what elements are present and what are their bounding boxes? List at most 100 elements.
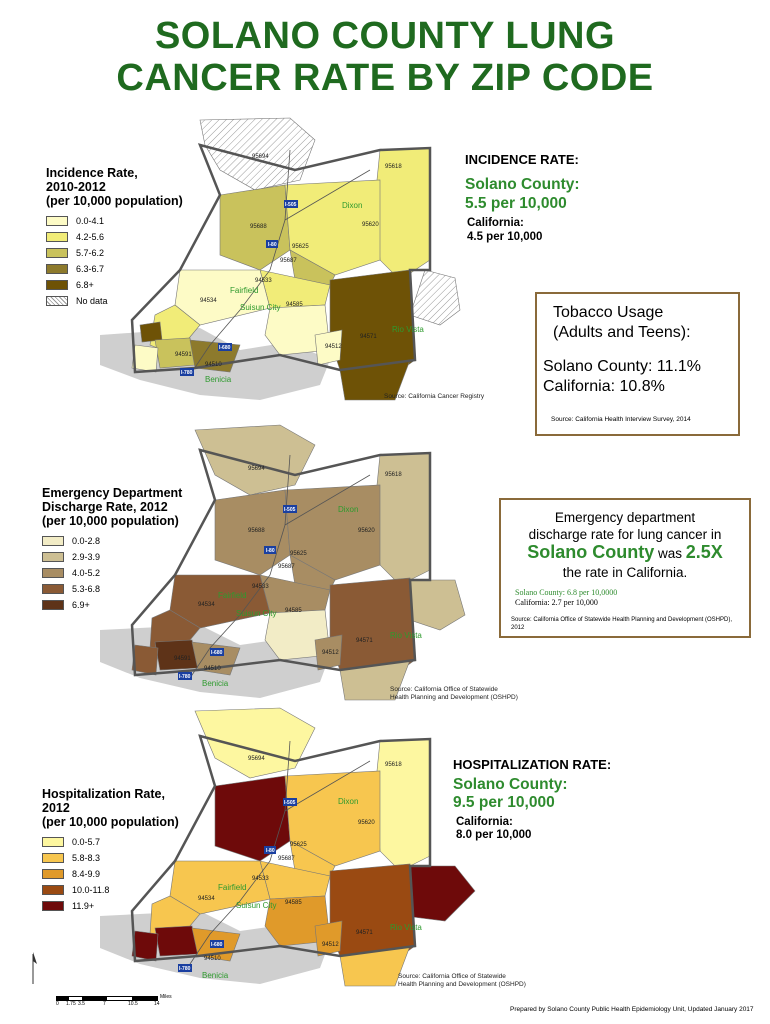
emergency-legend-title-line-2: Discharge Rate, 2012 [42, 500, 168, 514]
incidence-legend-swatch [46, 231, 68, 242]
hospitalization-legend-swatch [42, 852, 64, 863]
zip-label-94533: 94533 [252, 584, 269, 590]
city-label-fairfield: Fairfield [230, 286, 258, 295]
emergency-box-multiplier: 2.5X [685, 542, 723, 562]
zip-label-95694: 95694 [248, 466, 265, 472]
zip-label-94512: 94512 [322, 942, 339, 948]
city-label-fairfield: Fairfield [218, 591, 246, 600]
hospitalization-legend-label: 8.4-9.9 [72, 868, 101, 879]
tobacco-title-1: Tobacco Usage [553, 304, 664, 321]
tobacco-title-2: (Adults and Teens): [553, 324, 691, 341]
hospitalization-legend-label: 11.9+ [72, 900, 95, 911]
scale-tick-3: 7 [103, 1001, 106, 1007]
hospitalization-county-value: 9.5 per 10,000 [453, 794, 555, 811]
city-label-rio-vista: Rio Vista [390, 631, 422, 640]
incidence-legend-items: 0.0-4.1 4.2-5.6 5.7-6.2 6.3-6.7 6.8+ No data [46, 214, 183, 307]
i505-shield-label: I-505 [285, 202, 297, 208]
i505-shield-icon [284, 200, 298, 208]
emergency-box-county-value: Solano County: 6.8 per 10,0000 [515, 588, 618, 597]
hospitalization-county-label: Solano County: [453, 776, 568, 793]
zip-label-95618: 95618 [385, 762, 402, 768]
hospitalization-ca-label: California: [456, 816, 513, 828]
zip-95618-area [374, 147, 431, 281]
zip-label-95687: 95687 [278, 856, 295, 862]
zip-label-94585: 94585 [285, 900, 302, 906]
incidence-legend-label: 5.7-6.2 [76, 247, 105, 258]
zip-label-95620: 95620 [358, 528, 375, 534]
zip-label-94510: 94510 [205, 362, 222, 368]
zip-label-95620: 95620 [358, 820, 375, 826]
zip-94512-area [314, 634, 343, 671]
zip-94512-area [314, 920, 343, 957]
emergency-legend-swatch [42, 551, 64, 562]
zip-label-94510: 94510 [204, 956, 221, 962]
i505-shield-icon [283, 505, 297, 513]
i80-shield-icon [264, 546, 276, 554]
i780-shield-label: I-780 [179, 966, 191, 972]
city-label-dixon: Dixon [342, 201, 362, 210]
zip-95618-area [374, 738, 431, 872]
i780-shield-label: I-780 [181, 370, 193, 376]
i680-shield-label: I-680 [211, 942, 223, 948]
i505-shield-label: I-505 [284, 800, 296, 806]
hospitalization-legend-label: 0.0-5.7 [72, 836, 101, 847]
emergency-legend-label: 4.0-5.2 [72, 567, 101, 578]
zip-95620-area [284, 179, 381, 276]
city-label-benicia: Benicia [202, 679, 229, 688]
zip-label-95687: 95687 [278, 564, 295, 570]
incidence-legend-title-line-1: Incidence Rate, [46, 166, 138, 180]
emergency-legend-title-line-1: Emergency Department [42, 486, 183, 500]
zip-label-95694: 95694 [248, 756, 265, 762]
emergency-legend-row: 6.9+ [42, 598, 182, 611]
emergency-legend-row: 4.0-5.2 [42, 566, 182, 579]
emergency-box-was: was [654, 546, 686, 561]
zip-94591-area [154, 925, 199, 957]
emergency-legend-swatch [42, 599, 64, 610]
incidence-legend-row: No data [46, 294, 183, 307]
zip-95694-area [194, 424, 316, 496]
i505-shield-label: I-505 [284, 507, 296, 513]
hospitalization-legend-row: 8.4-9.9 [42, 867, 179, 880]
hospitalization-legend-row: 10.0-11.8 [42, 883, 179, 896]
east-area [409, 579, 466, 631]
emergency-legend-label: 0.0-2.8 [72, 535, 101, 546]
incidence-legend-row: 0.0-4.1 [46, 214, 183, 227]
zip-label-94571: 94571 [356, 930, 373, 936]
emergency-legend-title-line-3: (per 10,000 population) [42, 514, 179, 528]
zip-label-94533: 94533 [252, 876, 269, 882]
i80-shield-label: I-80 [266, 848, 275, 854]
i680-shield-icon [210, 648, 224, 656]
hospitalization-legend: Hospitalization Rate, 2012 (per 10,000 p… [42, 787, 179, 915]
emergency-legend-swatch [42, 583, 64, 594]
emergency-legend: Emergency Department Discharge Rate, 201… [42, 486, 182, 614]
incidence-legend: Incidence Rate, 2010-2012 (per 10,000 po… [46, 166, 183, 310]
hospitalization-map: 95694 95618 95620 95625 95687 94533 9458… [100, 707, 476, 987]
hospitalization-legend-title: Hospitalization Rate, 2012 (per 10,000 p… [42, 787, 179, 829]
i780-shield-label: I-780 [179, 674, 191, 680]
emergency-legend-swatch [42, 567, 64, 578]
zip-label-94534: 94534 [198, 896, 215, 902]
i780-shield-icon [180, 368, 194, 376]
zip-label-95618: 95618 [385, 164, 402, 170]
i780-shield-icon [178, 964, 192, 972]
incidence-legend-label: No data [76, 295, 108, 306]
i680-shield-icon [218, 343, 232, 351]
incidence-county-value: 5.5 per 10,000 [465, 195, 567, 212]
scale-tick-5: 14 [154, 1001, 160, 1007]
hospitalization-legend-items: 0.0-5.7 5.8-8.3 8.4-9.9 10.0-11.8 11.9+ [42, 835, 179, 912]
zip-label-94585: 94585 [286, 302, 303, 308]
emergency-comparison-box: Emergency department discharge rate for … [499, 498, 751, 638]
hospitalization-legend-swatch [42, 884, 64, 895]
city-label-benicia: Benicia [205, 375, 232, 384]
emergency-legend-label: 6.9+ [72, 599, 90, 610]
county-outline [130, 734, 432, 963]
zip-95694-area [194, 707, 316, 779]
zip-94533-area [174, 269, 271, 326]
emergency-box-line-2: discharge rate for lung cancer in [528, 527, 722, 542]
hospitalization-source-line-1: Source: California Office of Statewide [398, 973, 506, 980]
zip-label-94585: 94585 [285, 608, 302, 614]
county-outline [130, 448, 432, 677]
emergency-legend-row: 0.0-2.8 [42, 534, 182, 547]
scale-tick-2: 3.5 [78, 1001, 85, 1007]
i505-shield-icon [283, 798, 297, 806]
